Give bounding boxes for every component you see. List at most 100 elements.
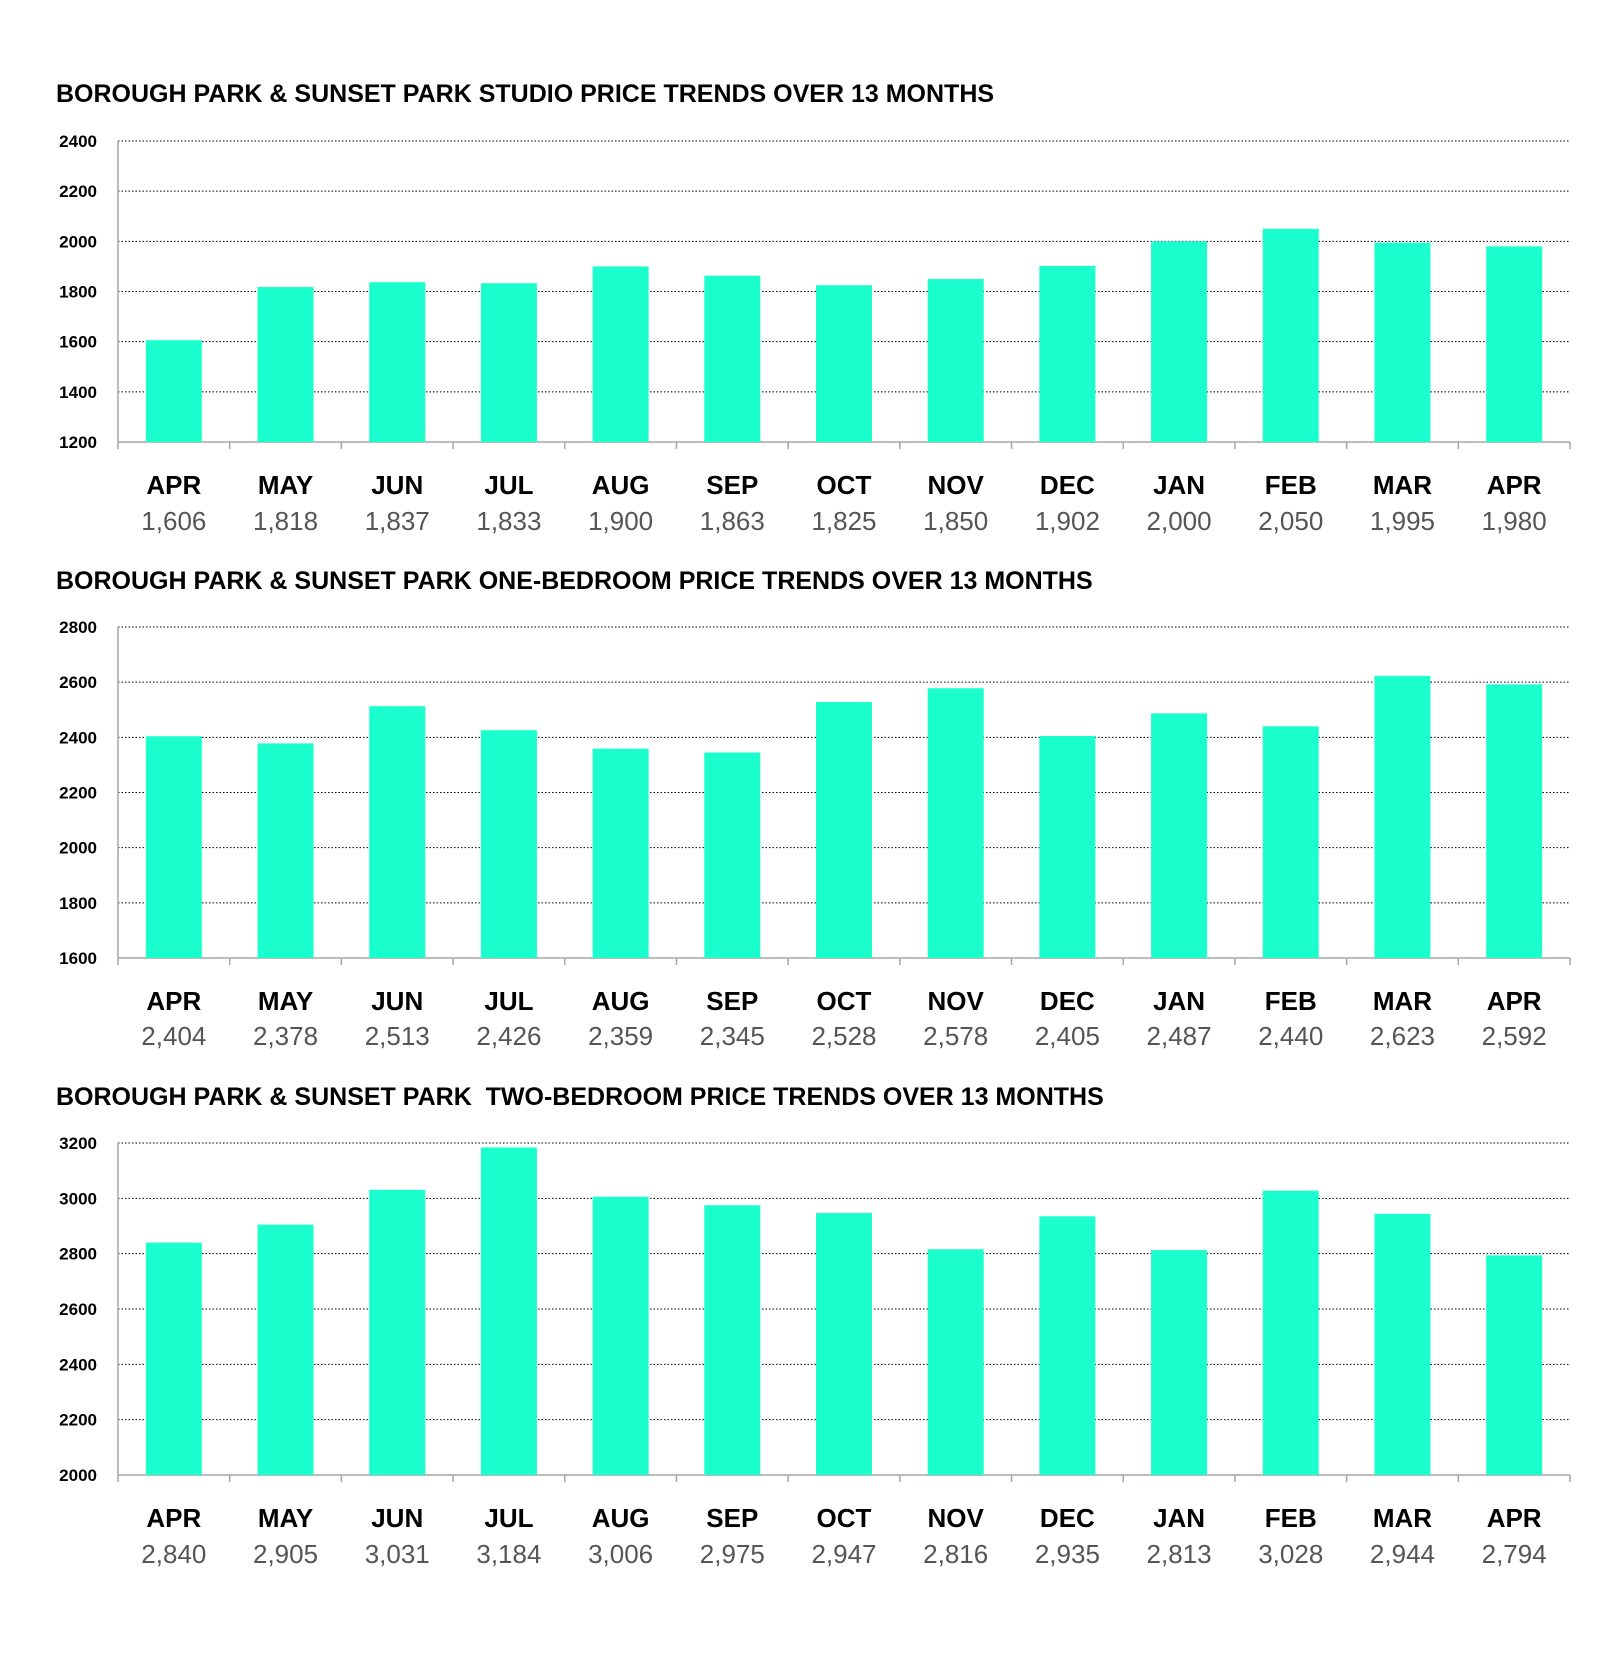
value-label: 2,947 [811, 1539, 876, 1569]
value-label: 2,975 [700, 1539, 765, 1569]
bar-studio-4 [592, 266, 649, 442]
bar-studio-3 [480, 283, 537, 442]
y-tick-label: 2800 [59, 618, 97, 637]
value-label: 1,850 [923, 506, 988, 536]
category-label: JUN [371, 986, 423, 1016]
category-label: FEB [1265, 986, 1317, 1016]
bar-studio-0 [145, 340, 202, 442]
value-label: 2,623 [1370, 1021, 1435, 1051]
chart-title-two-bedroom: BOROUGH PARK & SUNSET PARK TWO-BEDROOM P… [56, 1083, 1104, 1111]
category-label: JUL [484, 986, 533, 1016]
category-label: DEC [1040, 1503, 1095, 1533]
value-label: 2,378 [253, 1021, 318, 1051]
y-tick-label: 3200 [59, 1134, 97, 1153]
category-label: NOV [928, 1503, 985, 1533]
bar-one-bedroom-2 [369, 706, 426, 958]
category-label: APR [1487, 1503, 1542, 1533]
bar-one-bedroom-7 [927, 688, 984, 958]
value-label: 2,426 [476, 1021, 541, 1051]
bar-one-bedroom-6 [816, 702, 872, 958]
y-tick-label: 1400 [59, 383, 97, 402]
y-tick-label: 2600 [59, 1300, 97, 1319]
value-label: 1,833 [476, 506, 541, 536]
chart-title-one-bedroom: BOROUGH PARK & SUNSET PARK ONE-BEDROOM P… [56, 567, 1093, 595]
bar-one-bedroom-3 [480, 730, 537, 958]
value-label: 3,028 [1258, 1539, 1323, 1569]
bar-two-bedroom-9 [1151, 1250, 1208, 1475]
bar-two-bedroom-8 [1039, 1216, 1096, 1475]
bar-two-bedroom-5 [704, 1205, 761, 1475]
value-label: 2,840 [141, 1539, 206, 1569]
bar-two-bedroom-6 [816, 1212, 872, 1475]
category-label: JAN [1153, 1503, 1205, 1533]
value-label: 2,405 [1035, 1021, 1100, 1051]
value-label: 1,900 [588, 506, 653, 536]
category-label: APR [1487, 986, 1542, 1016]
value-label: 2,404 [141, 1021, 206, 1051]
bar-studio-5 [704, 275, 761, 442]
y-tick-label: 2000 [59, 1466, 97, 1485]
value-label: 3,006 [588, 1539, 653, 1569]
value-label: 3,031 [365, 1539, 430, 1569]
y-tick-label: 1800 [59, 283, 97, 302]
value-label: 2,944 [1370, 1539, 1435, 1569]
bar-one-bedroom-1 [257, 743, 314, 958]
bar-one-bedroom-0 [145, 736, 202, 958]
bar-studio-7 [927, 278, 984, 442]
category-label: SEP [706, 470, 758, 500]
value-label: 2,440 [1258, 1021, 1323, 1051]
value-label: 1,902 [1035, 506, 1100, 536]
y-tick-label: 2200 [59, 784, 97, 803]
value-label: 2,592 [1482, 1021, 1547, 1051]
category-label: NOV [928, 470, 985, 500]
bar-one-bedroom-4 [592, 748, 649, 958]
bar-two-bedroom-0 [145, 1242, 202, 1475]
bar-one-bedroom-10 [1262, 726, 1319, 958]
bar-studio-2 [369, 282, 426, 442]
bar-studio-1 [257, 286, 314, 442]
category-label: NOV [928, 986, 985, 1016]
y-tick-label: 2000 [59, 839, 97, 858]
bar-one-bedroom-9 [1151, 713, 1208, 958]
category-label: AUG [592, 986, 650, 1016]
y-tick-label: 3000 [59, 1189, 97, 1208]
bar-two-bedroom-1 [257, 1224, 314, 1475]
value-label: 2,487 [1147, 1021, 1212, 1051]
category-label: JUL [484, 470, 533, 500]
bar-studio-12 [1486, 246, 1543, 442]
bar-two-bedroom-7 [927, 1249, 984, 1475]
bar-studio-10 [1262, 228, 1319, 442]
category-label: FEB [1265, 470, 1317, 500]
category-label: APR [1487, 470, 1542, 500]
category-label: MAR [1373, 986, 1432, 1016]
category-label: JAN [1153, 986, 1205, 1016]
value-label: 2,050 [1258, 506, 1323, 536]
bar-two-bedroom-4 [592, 1196, 649, 1475]
value-label: 1,606 [141, 506, 206, 536]
bar-two-bedroom-2 [369, 1189, 426, 1475]
category-label: DEC [1040, 986, 1095, 1016]
y-tick-label: 2200 [59, 182, 97, 201]
category-label: MAR [1373, 1503, 1432, 1533]
value-label: 2,345 [700, 1021, 765, 1051]
bar-studio-9 [1151, 241, 1208, 442]
y-tick-label: 1200 [59, 433, 97, 452]
bar-studio-6 [816, 285, 872, 442]
category-label: MAY [258, 470, 313, 500]
category-label: SEP [706, 1503, 758, 1533]
value-label: 1,980 [1482, 506, 1547, 536]
value-label: 2,513 [365, 1021, 430, 1051]
category-label: OCT [817, 986, 872, 1016]
category-label: APR [146, 470, 201, 500]
category-label: JUL [484, 1503, 533, 1533]
y-tick-label: 2800 [59, 1245, 97, 1264]
y-tick-label: 2600 [59, 673, 97, 692]
bar-studio-11 [1374, 242, 1431, 442]
category-label: MAY [258, 1503, 313, 1533]
y-tick-label: 2000 [59, 232, 97, 251]
category-label: AUG [592, 470, 650, 500]
bar-two-bedroom-12 [1486, 1255, 1543, 1475]
value-label: 3,184 [476, 1539, 541, 1569]
